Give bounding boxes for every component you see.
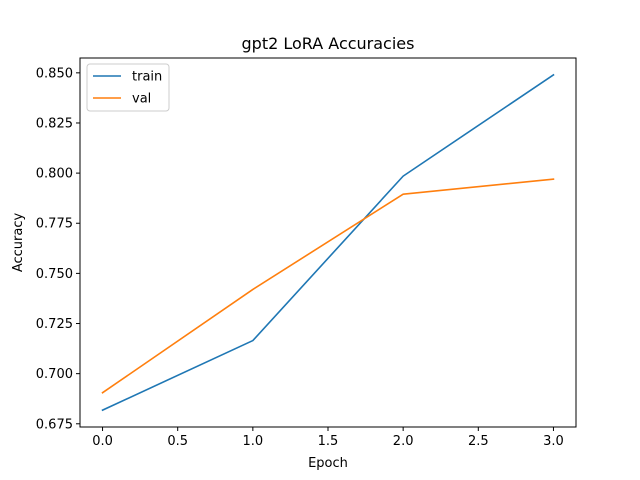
y-tick-label: 0.750 [36,267,73,282]
x-tick-label: 0.5 [167,434,188,449]
y-axis-label: Accuracy [11,213,26,273]
y-tick-label: 0.850 [36,66,73,81]
legend-entries: train val [93,70,162,107]
y-tick-label: 0.825 [36,116,73,131]
y-tick-label: 0.800 [36,167,73,182]
x-tick-label: 2.0 [393,434,414,449]
legend-label-train: train [132,70,162,85]
legend-label-val: val [132,92,151,107]
x-axis-label: Epoch [308,456,348,471]
y-tick-label: 0.675 [36,417,73,432]
x-tick-label: 3.0 [543,434,564,449]
series-line-val [101,178,555,394]
x-tick-label: 1.0 [243,434,264,449]
chart-title: gpt2 LoRA Accuracies [242,34,415,53]
x-tick-label: 2.5 [468,434,489,449]
plot-area-frame [79,57,577,428]
lines-layer [101,73,555,412]
x-tick-label: 1.5 [318,434,339,449]
y-tick-label: 0.700 [36,367,73,382]
y-tick-label: 0.725 [36,317,73,332]
x-tick-label: 0.0 [92,434,113,449]
legend: train val [86,63,170,112]
series-line-train [101,73,555,412]
ticks-layer: 0.0 0.5 1.0 1.5 2.0 2.5 3.0 0.675 0.700 0.725 0.75… [36,66,564,449]
y-tick-label: 0.775 [36,217,73,232]
